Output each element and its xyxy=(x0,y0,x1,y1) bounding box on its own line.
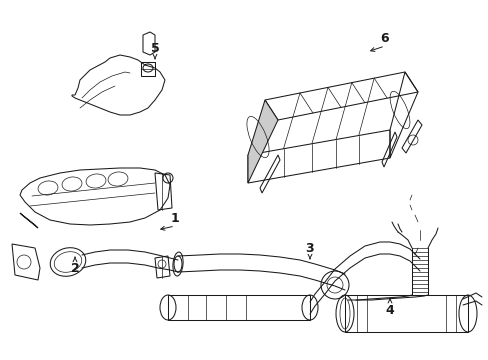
Text: 6: 6 xyxy=(380,31,388,45)
Text: 1: 1 xyxy=(170,211,179,225)
Text: 5: 5 xyxy=(150,41,159,54)
Text: 2: 2 xyxy=(70,261,79,274)
Text: 3: 3 xyxy=(305,242,314,255)
Text: 4: 4 xyxy=(385,303,393,316)
Polygon shape xyxy=(247,100,278,183)
